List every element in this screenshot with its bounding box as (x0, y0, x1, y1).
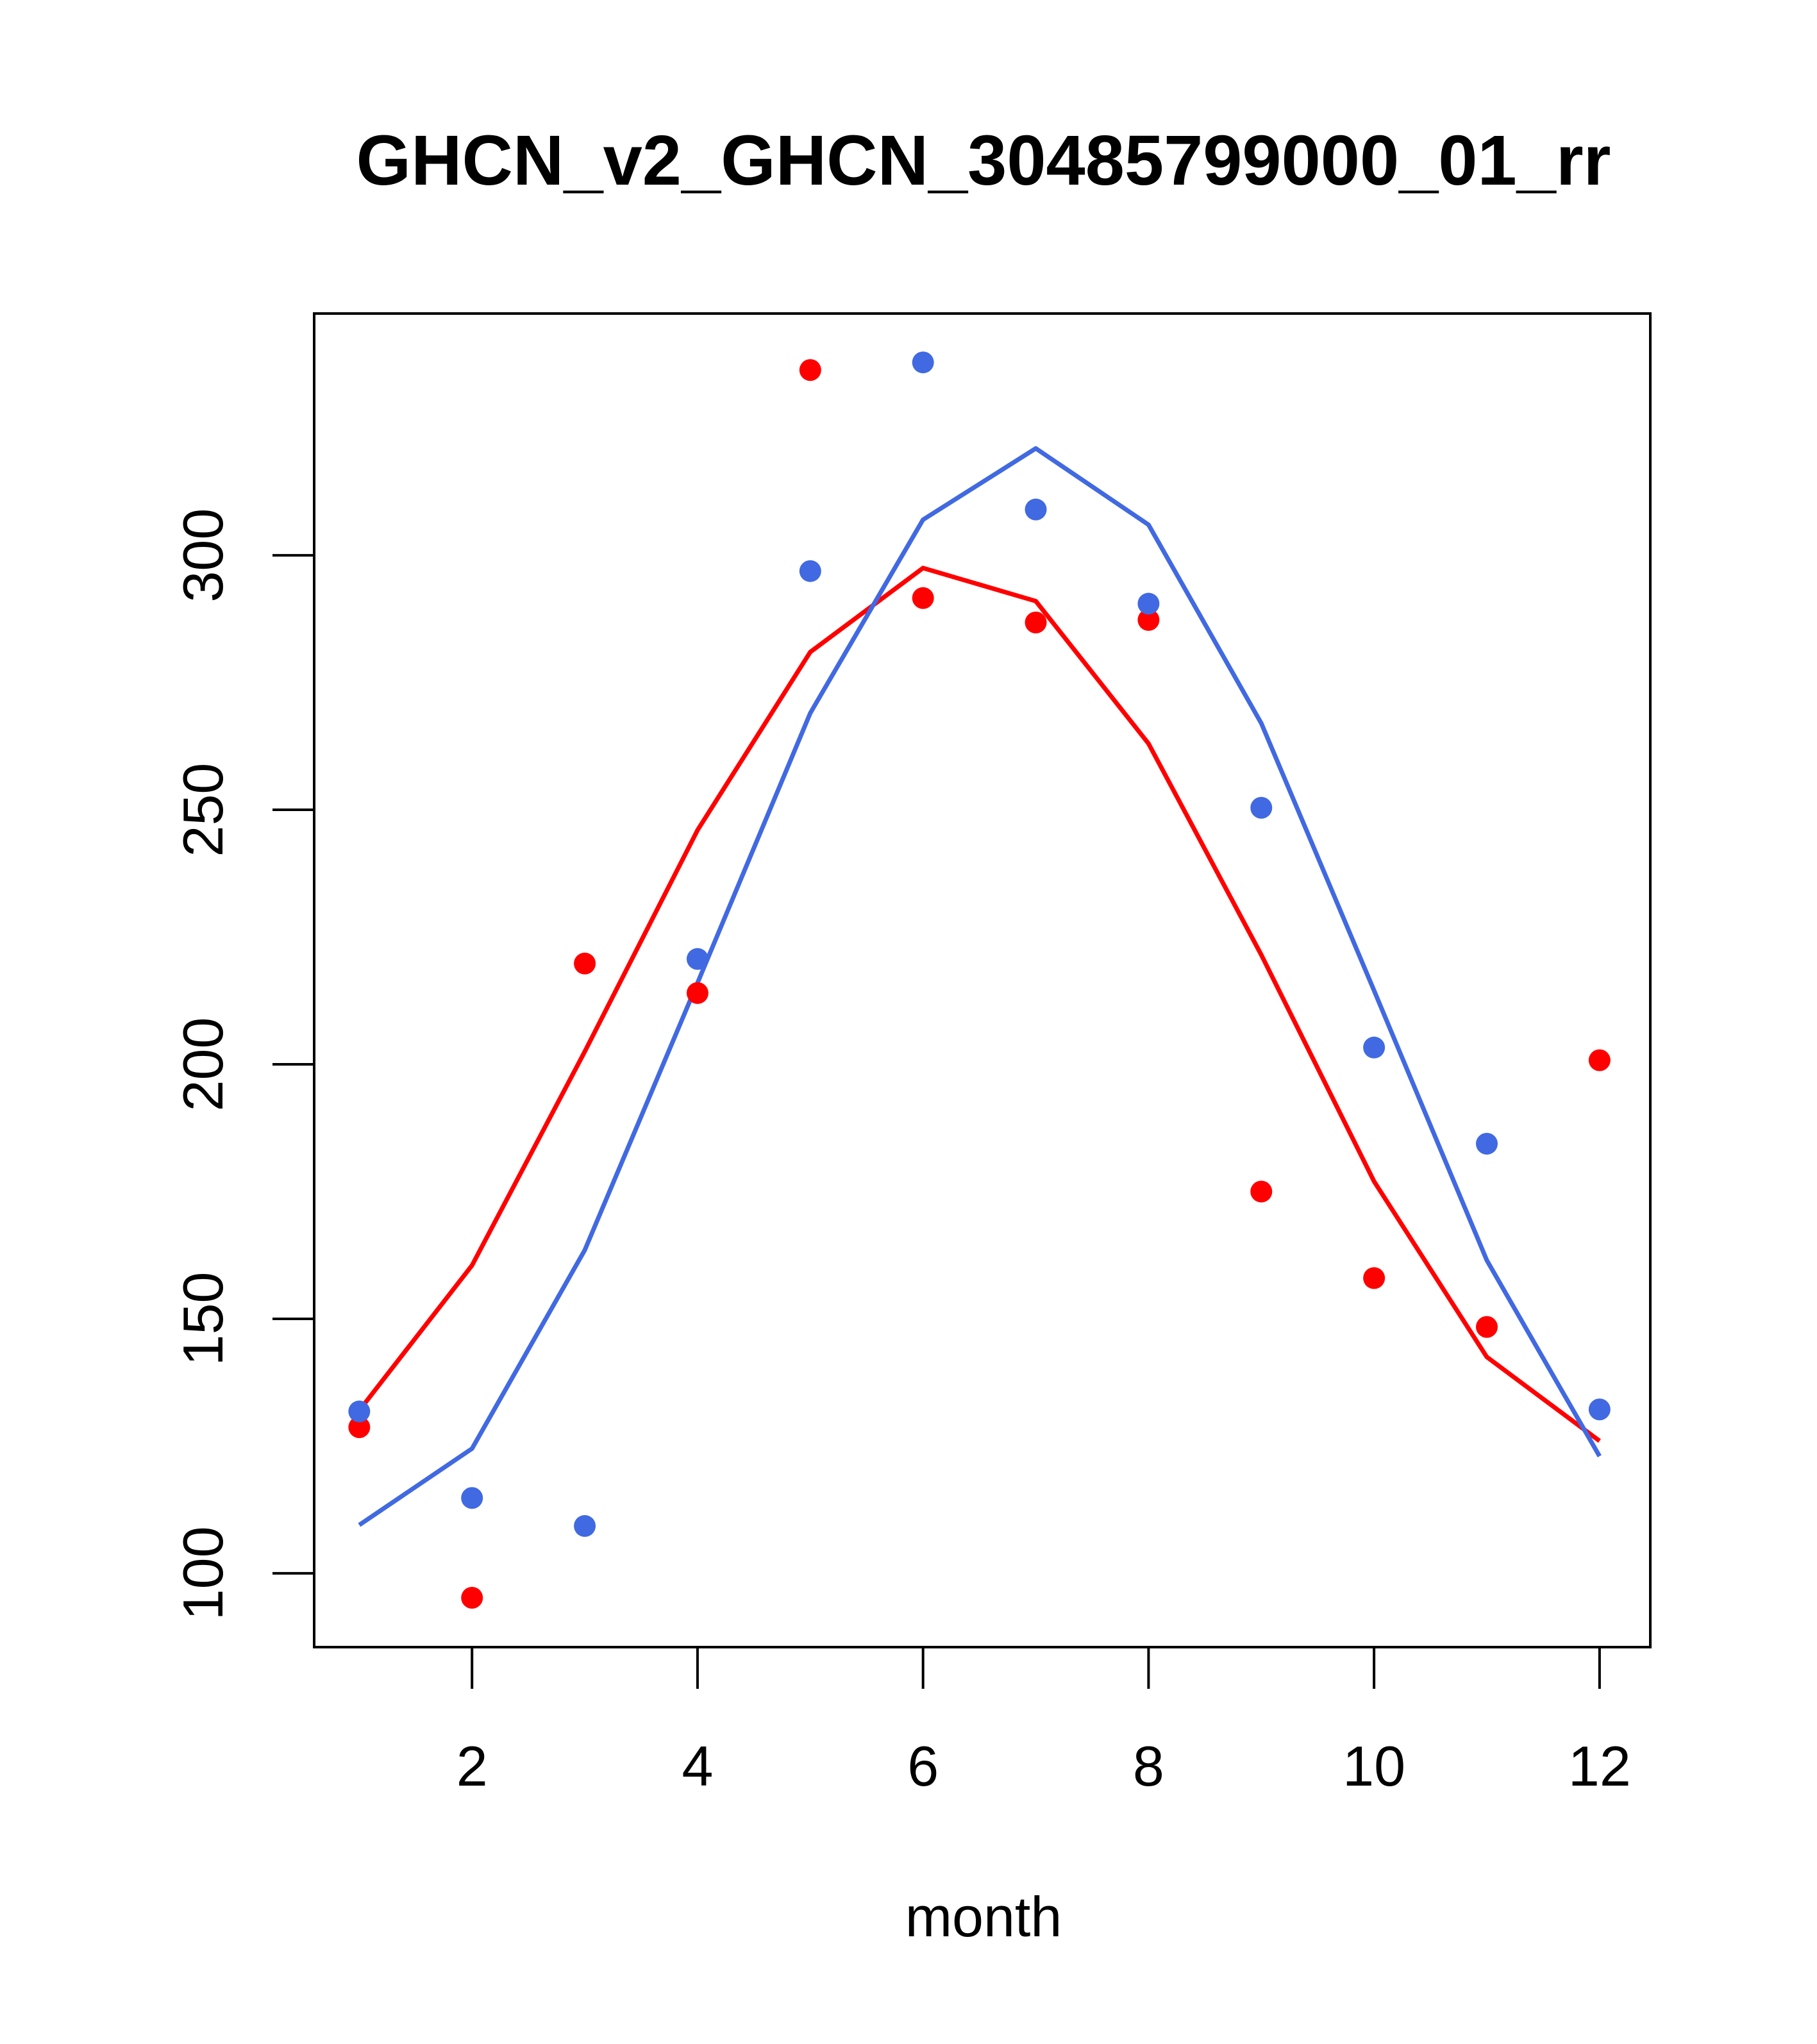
blue-data-point (1025, 498, 1047, 521)
red-data-point (1475, 1316, 1498, 1338)
red-data-point (574, 952, 596, 975)
red-data-point (1250, 1180, 1273, 1203)
x-tick-label: 12 (1568, 1734, 1631, 1798)
blue-data-point (912, 351, 934, 374)
series-layer (348, 351, 1611, 1609)
blue-data-point (1137, 592, 1160, 615)
blue-curve-line (358, 446, 1602, 1527)
blue-data-point (1588, 1398, 1611, 1421)
y-tick-label: 250 (171, 763, 235, 857)
red-data-point (1363, 1267, 1386, 1289)
x-tick-label: 2 (456, 1734, 488, 1798)
y-tick-label: 200 (171, 1018, 235, 1112)
red-data-point (461, 1586, 483, 1609)
blue-data-point (574, 1515, 596, 1537)
y-tick-label: 150 (171, 1272, 235, 1366)
x-axis: 2 4 6 8 10 12 (456, 1646, 1631, 1798)
x-tick-label: 8 (1133, 1734, 1164, 1798)
y-tick-label: 100 (171, 1526, 235, 1620)
red-data-point (912, 587, 934, 609)
red-data-point (1025, 611, 1047, 633)
blue-data-point (1250, 796, 1273, 819)
red-data-point (1137, 608, 1160, 631)
red-data-point (1588, 1049, 1611, 1071)
x-tick-label: 4 (682, 1734, 713, 1798)
red-data-point (799, 359, 821, 381)
red-curve-line (357, 565, 1601, 1443)
blue-data-point (1363, 1036, 1386, 1059)
red-data-point (348, 1416, 371, 1439)
y-tick-label: 300 (171, 508, 235, 603)
blue-data-point (348, 1400, 371, 1423)
blue-data-point (686, 948, 708, 970)
y-axis: 100 150 200 250 300 (171, 508, 315, 1620)
blue-data-point (799, 560, 821, 582)
chart-title: GHCN_v2_GHCN_30485799000_01_rr (356, 121, 1611, 200)
x-tick-label: 6 (907, 1734, 939, 1798)
plot-frame (313, 312, 1652, 1648)
x-tick-label: 10 (1343, 1734, 1405, 1798)
blue-data-point (1475, 1132, 1498, 1155)
blue-data-point (461, 1487, 483, 1509)
red-data-point (686, 982, 708, 1004)
x-axis-label: month (905, 1885, 1062, 1948)
